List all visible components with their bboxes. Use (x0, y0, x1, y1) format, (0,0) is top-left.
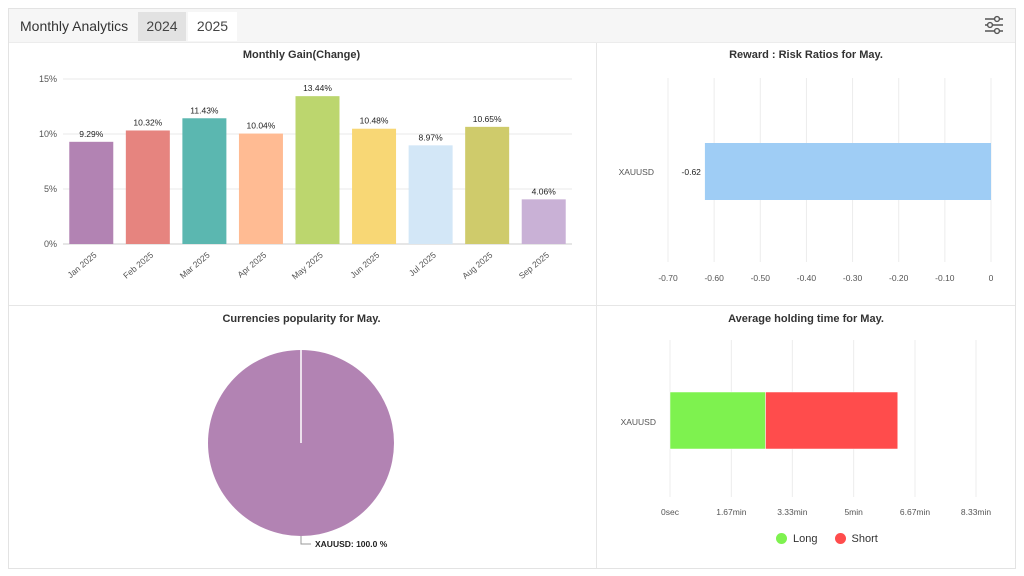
panel-title: Monthly Analytics (20, 18, 129, 34)
legend-dot-long (776, 533, 787, 544)
holding-time-legend: Long Short (776, 533, 892, 545)
bar-value-label: 10.04% (247, 121, 276, 131)
x-tick-label: Jan 2025 (65, 250, 98, 280)
slice-label-connector (300, 536, 311, 545)
bar-value-label: 10.48% (360, 116, 389, 126)
bar-value-label: 10.65% (473, 114, 502, 124)
bar (295, 96, 340, 244)
bar-value-label: 13.44% (303, 83, 332, 93)
x-tick-label: -0.40 (797, 273, 817, 283)
slice-label: XAUUSD: 100.0 % (315, 539, 388, 549)
x-tick-label: -0.20 (889, 273, 909, 283)
analytics-header: Monthly Analytics 2024 2025 (9, 9, 1015, 43)
analytics-panel: Monthly Analytics 2024 2025 (8, 8, 1016, 569)
x-tick-label: -0.60 (704, 273, 724, 283)
reward-risk-chart: -0.70 -0.60 -0.50 -0.40 -0.30 -0.20 -0.10 0 -0.6… (619, 78, 994, 283)
x-tick-label: 8.33min (961, 507, 992, 517)
bar-value-label: -0.62 (682, 167, 702, 177)
bar-value-label: 8.97% (419, 132, 444, 142)
y-tick-label: 0% (44, 239, 57, 249)
bar-value-label: 10.32% (133, 117, 162, 127)
bar (352, 128, 397, 244)
holding-time-title: Average holding time for May. (728, 313, 884, 325)
x-tick-label: Apr 2025 (235, 250, 268, 280)
tab-2024[interactable]: 2024 (138, 12, 186, 41)
x-tick-label: 3.33min (777, 507, 808, 517)
legend-label-long: Long (793, 533, 818, 545)
x-tick-label: -0.10 (935, 273, 955, 283)
x-tick-label: Mar 2025 (178, 250, 212, 281)
bar (465, 126, 510, 244)
bar (69, 141, 114, 244)
bar-segment (765, 391, 899, 450)
bar (238, 133, 283, 244)
legend-dot-short (834, 533, 846, 544)
bar-value-label: 9.29% (79, 129, 104, 139)
currency-pie-chart: XAUUSD: 100.0 % (208, 350, 394, 549)
legend-label-short: Short (851, 533, 878, 545)
legend-item-long[interactable]: Long (776, 533, 817, 545)
x-tick-label: 6.67min (900, 507, 931, 517)
bar (704, 143, 991, 200)
monthly-gain-chart: 0% 5% 10% 15% 9.29% Jan 2025 10.32% Feb 2025 11.… (39, 74, 572, 282)
bar (521, 199, 566, 244)
x-tick-label: Sep 2025 (517, 250, 552, 281)
x-tick-label: May 2025 (290, 250, 325, 282)
y-category-label: XAUUSD (621, 417, 656, 427)
horizontal-divider (9, 305, 1015, 306)
monthly-gain-title: Monthly Gain(Change) (242, 49, 361, 61)
x-tick-label: -0.30 (843, 273, 863, 283)
bar-segment (669, 391, 766, 450)
x-tick-label: -0.70 (658, 273, 678, 283)
x-tick-label: 0 (989, 273, 994, 283)
x-tick-label: 5min (844, 507, 863, 517)
reward-risk-title: Reward : Risk Ratios for May. (729, 49, 883, 61)
bar (182, 118, 227, 244)
y-category-label: XAUUSD (619, 167, 654, 177)
x-tick-label: Jun 2025 (348, 250, 381, 280)
tab-2025[interactable]: 2025 (188, 12, 237, 41)
y-tick-label: 10% (39, 129, 57, 139)
holding-time-chart: 0sec 1.67min 3.33min 5min 6.67min 8.33min XAUU… (621, 340, 992, 517)
bar-value-label: 4.06% (532, 186, 557, 196)
y-tick-label: 5% (44, 184, 57, 194)
x-tick-label: -0.50 (751, 273, 771, 283)
x-tick-label: Aug 2025 (460, 250, 495, 281)
bar (408, 145, 453, 244)
legend-item-short[interactable]: Short (834, 533, 878, 545)
x-tick-label: 1.67min (716, 507, 747, 517)
y-tick-label: 15% (39, 74, 57, 84)
x-tick-label: Jul 2025 (407, 250, 438, 278)
bar-value-label: 11.43% (190, 105, 219, 115)
bar (125, 130, 170, 244)
currency-popularity-title: Currencies popularity for May. (222, 313, 381, 325)
x-tick-label: Feb 2025 (121, 250, 155, 281)
sliders-icon[interactable] (983, 15, 1005, 35)
x-tick-label: 0sec (661, 507, 680, 517)
